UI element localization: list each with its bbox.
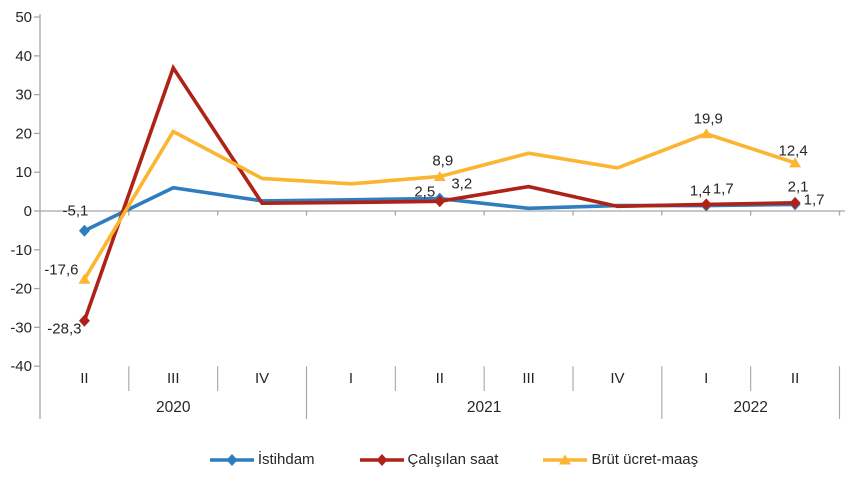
y-tick-label: 50 bbox=[15, 9, 32, 26]
y-tick-label: 30 bbox=[15, 87, 32, 104]
y-tick-label: -20 bbox=[10, 281, 32, 298]
data-label: 19,9 bbox=[693, 110, 723, 128]
x-quarter-label: II bbox=[436, 370, 444, 387]
y-tick-label: -10 bbox=[10, 242, 32, 259]
y-tick-label: 0 bbox=[24, 203, 32, 220]
series-2-marker bbox=[78, 273, 91, 284]
x-quarter-label: II bbox=[791, 370, 799, 387]
data-label: 1,7 bbox=[712, 180, 734, 198]
x-quarter-label: III bbox=[522, 370, 535, 387]
legend-label: İstihdam bbox=[257, 451, 315, 468]
data-label: 1,4 bbox=[689, 182, 711, 200]
series-0-marker bbox=[78, 224, 90, 237]
legend-item: Çalışılan saat bbox=[359, 451, 499, 468]
x-quarter-label: I bbox=[704, 370, 708, 387]
y-tick-label: -30 bbox=[10, 319, 32, 336]
series-2-marker bbox=[789, 157, 802, 168]
x-quarter-label: III bbox=[167, 370, 180, 387]
x-quarter-label: IV bbox=[610, 370, 624, 387]
y-tick-label: 40 bbox=[15, 48, 32, 65]
legend: İstihdam Çalışılan saat Brüt ücret-maaş bbox=[0, 451, 851, 468]
legend-marker bbox=[559, 454, 572, 464]
legend-diamond-swatch-icon bbox=[209, 453, 254, 466]
legend-label: Brüt ücret-maaş bbox=[591, 451, 699, 468]
x-year-label: 2022 bbox=[733, 399, 767, 416]
legend-label: Çalışılan saat bbox=[407, 451, 499, 468]
x-quarter-label: II bbox=[80, 370, 88, 387]
legend-diamond-swatch-icon bbox=[359, 453, 404, 466]
x-quarter-label: I bbox=[349, 370, 353, 387]
series-2-marker bbox=[433, 170, 446, 181]
legend-item: Brüt ücret-maaş bbox=[542, 451, 698, 468]
x-year-label: 2020 bbox=[156, 399, 191, 416]
legend-item: İstihdam bbox=[209, 451, 315, 468]
y-tick-label: 20 bbox=[15, 125, 32, 142]
series-1-marker bbox=[789, 196, 801, 209]
data-label: 12,4 bbox=[778, 142, 808, 160]
series-1-marker bbox=[434, 195, 446, 208]
legend-marker bbox=[226, 453, 238, 466]
x-quarter-label: IV bbox=[255, 370, 269, 387]
x-year-label: 2021 bbox=[467, 399, 501, 416]
data-label: 3,2 bbox=[451, 175, 473, 193]
data-label: 2,5 bbox=[414, 183, 436, 201]
data-label: 8,9 bbox=[432, 152, 454, 170]
legend-marker bbox=[376, 453, 388, 466]
data-label: -28,3 bbox=[47, 320, 82, 338]
data-label: -5,1 bbox=[62, 202, 89, 220]
series-2-marker bbox=[700, 128, 713, 139]
data-label: -17,6 bbox=[44, 261, 79, 279]
y-tick-label: -40 bbox=[10, 358, 32, 375]
legend-triangle-swatch-icon bbox=[543, 454, 588, 464]
y-tick-label: 10 bbox=[15, 164, 32, 181]
series-1-marker bbox=[700, 198, 712, 211]
data-label: 2,1 bbox=[787, 178, 809, 196]
data-label: 1,7 bbox=[803, 191, 825, 209]
series-1-marker bbox=[78, 314, 90, 327]
